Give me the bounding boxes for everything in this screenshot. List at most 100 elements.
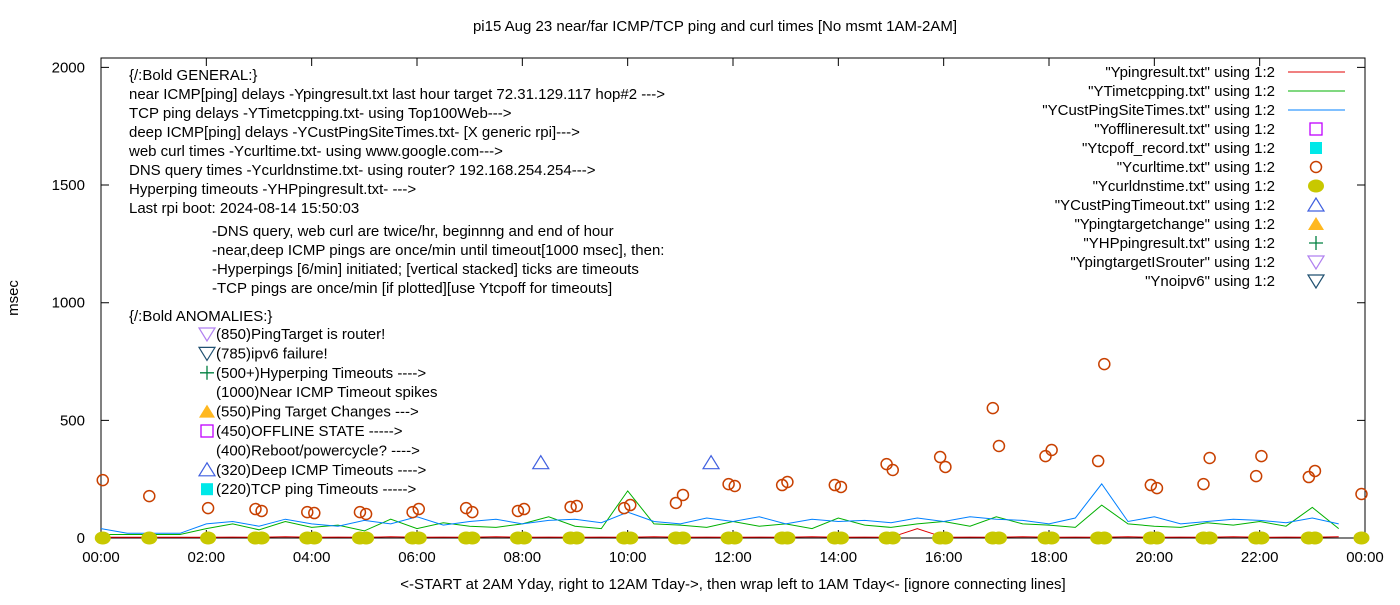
legend-label: "YCustPingTimeout.txt" using 1:2 bbox=[1055, 197, 1275, 214]
anomaly-marker bbox=[200, 424, 214, 438]
x-tick-label: 22:00 bbox=[1241, 549, 1279, 566]
x-tick-label: 04:00 bbox=[293, 549, 331, 566]
dns-point bbox=[516, 531, 533, 545]
curl-point bbox=[933, 450, 947, 464]
curl-point bbox=[1045, 443, 1058, 457]
chart-title: pi15 Aug 23 near/far ICMP/TCP ping and c… bbox=[473, 18, 957, 35]
dns-point bbox=[1148, 531, 1165, 545]
dns-point bbox=[1353, 531, 1370, 545]
x-tick-label: 18:00 bbox=[1030, 549, 1068, 566]
curl-point bbox=[1197, 477, 1210, 491]
curl-point bbox=[255, 504, 268, 518]
anomaly-marker bbox=[197, 346, 217, 362]
curl-point bbox=[722, 477, 735, 491]
curl-point bbox=[308, 506, 321, 520]
legend-label: "YCustPingSiteTimes.txt" using 1:2 bbox=[1042, 102, 1275, 119]
curl-point bbox=[301, 505, 314, 519]
curl-point bbox=[1249, 469, 1263, 483]
annotation-line: {/:Bold GENERAL:} bbox=[129, 67, 257, 84]
curl-point bbox=[517, 502, 531, 516]
legend-marker bbox=[1309, 122, 1323, 136]
curl-point bbox=[1255, 449, 1268, 463]
anomaly-item: (450)OFFLINE STATE -----> bbox=[216, 423, 403, 440]
anomaly-marker bbox=[197, 327, 217, 343]
legend-label: "Ycurldnstime.txt" using 1:2 bbox=[1093, 178, 1275, 195]
dns-point bbox=[1043, 531, 1060, 545]
legend-label: "Ycurltime.txt" using 1:2 bbox=[1117, 159, 1275, 176]
dns-point bbox=[568, 531, 585, 545]
dns-point bbox=[990, 531, 1007, 545]
x-tick-label: 14:00 bbox=[820, 549, 858, 566]
y-tick-label: 2000 bbox=[52, 59, 85, 76]
dns-point bbox=[464, 531, 481, 545]
curl-point bbox=[412, 502, 426, 516]
legend-marker bbox=[1306, 274, 1326, 290]
curl-point bbox=[992, 439, 1006, 453]
curl-point bbox=[406, 505, 419, 519]
curl-point bbox=[570, 499, 584, 513]
curl-point bbox=[986, 401, 1000, 415]
curl-point bbox=[359, 507, 373, 521]
legend-marker bbox=[1308, 179, 1324, 193]
x-tick-label: 10:00 bbox=[609, 549, 647, 566]
x-tick-label: 00:00 bbox=[1346, 549, 1384, 566]
y-tick-label: 0 bbox=[77, 530, 85, 547]
legend-label: "Ypingtargetchange" using 1:2 bbox=[1074, 216, 1275, 233]
x-tick-label: 08:00 bbox=[504, 549, 542, 566]
dns-point bbox=[779, 531, 796, 545]
curl-point bbox=[834, 480, 848, 494]
curl-point bbox=[1098, 357, 1111, 371]
anomaly-marker bbox=[201, 483, 213, 496]
curl-point bbox=[880, 457, 893, 471]
anomaly-item: (500+)Hyperping Timeouts ----> bbox=[216, 365, 426, 382]
legend-label: "Yofflineresult.txt" using 1:2 bbox=[1094, 121, 1275, 138]
curl-point bbox=[624, 498, 637, 512]
curl-point bbox=[676, 488, 690, 502]
anomalies-title: {/:Bold ANOMALIES:} bbox=[129, 308, 272, 325]
dns-point bbox=[253, 531, 270, 545]
legend-marker bbox=[1310, 142, 1322, 154]
anomaly-item: (320)Deep ICMP Timeouts ----> bbox=[216, 462, 426, 479]
y-tick-label: 1500 bbox=[52, 177, 85, 194]
annotation-note: -TCP pings are once/min [if plotted][use… bbox=[212, 280, 612, 297]
dns-point bbox=[1201, 531, 1218, 545]
anomaly-marker bbox=[200, 365, 214, 380]
curl-point bbox=[1203, 451, 1216, 465]
dns-point bbox=[141, 531, 158, 545]
dns-point bbox=[884, 531, 901, 545]
anomaly-item: (550)Ping Target Changes ---> bbox=[216, 404, 419, 421]
curl-point bbox=[201, 501, 215, 515]
legend-label: "Ypingresult.txt" using 1:2 bbox=[1105, 64, 1275, 81]
dns-point bbox=[1253, 531, 1270, 545]
series-line bbox=[101, 490, 1340, 535]
curl-point bbox=[669, 496, 683, 510]
curl-point bbox=[96, 473, 110, 487]
legend-marker bbox=[1309, 160, 1323, 174]
dns-point bbox=[726, 531, 743, 545]
plot-area: 0 500 1000 1500 2000 00:00 02:00 04:00 06:00 08:0… bbox=[52, 57, 1384, 566]
x-tick-label: 00:00 bbox=[82, 549, 120, 566]
curl-point bbox=[249, 502, 262, 516]
annotation-line: Last rpi boot: 2024-08-14 15:50:03 bbox=[129, 200, 359, 217]
curl-point bbox=[1150, 481, 1164, 495]
dns-point bbox=[306, 531, 323, 545]
curl-point bbox=[1039, 449, 1052, 463]
dns-point bbox=[832, 531, 849, 545]
curl-point bbox=[466, 505, 479, 519]
anomaly-item: (785)ipv6 failure! bbox=[216, 345, 328, 362]
legend-label: "YpingtargetISrouter" using 1:2 bbox=[1070, 254, 1275, 271]
anomaly-item: (400)Reboot/powercycle? ----> bbox=[216, 442, 420, 459]
dns-point bbox=[1096, 531, 1113, 545]
curl-point bbox=[781, 475, 794, 489]
legend-marker bbox=[1309, 236, 1323, 250]
curl-point bbox=[511, 504, 525, 518]
triangle-marker bbox=[701, 454, 721, 470]
dns-point bbox=[358, 531, 375, 545]
anomaly-item: (1000)Near ICMP Timeout spikes bbox=[216, 384, 437, 401]
dns-point bbox=[410, 531, 427, 545]
curl-point bbox=[828, 478, 842, 492]
curl-point bbox=[459, 501, 473, 515]
x-tick-label: 02:00 bbox=[188, 549, 226, 566]
anomaly-marker bbox=[199, 404, 215, 418]
dns-point bbox=[674, 531, 691, 545]
